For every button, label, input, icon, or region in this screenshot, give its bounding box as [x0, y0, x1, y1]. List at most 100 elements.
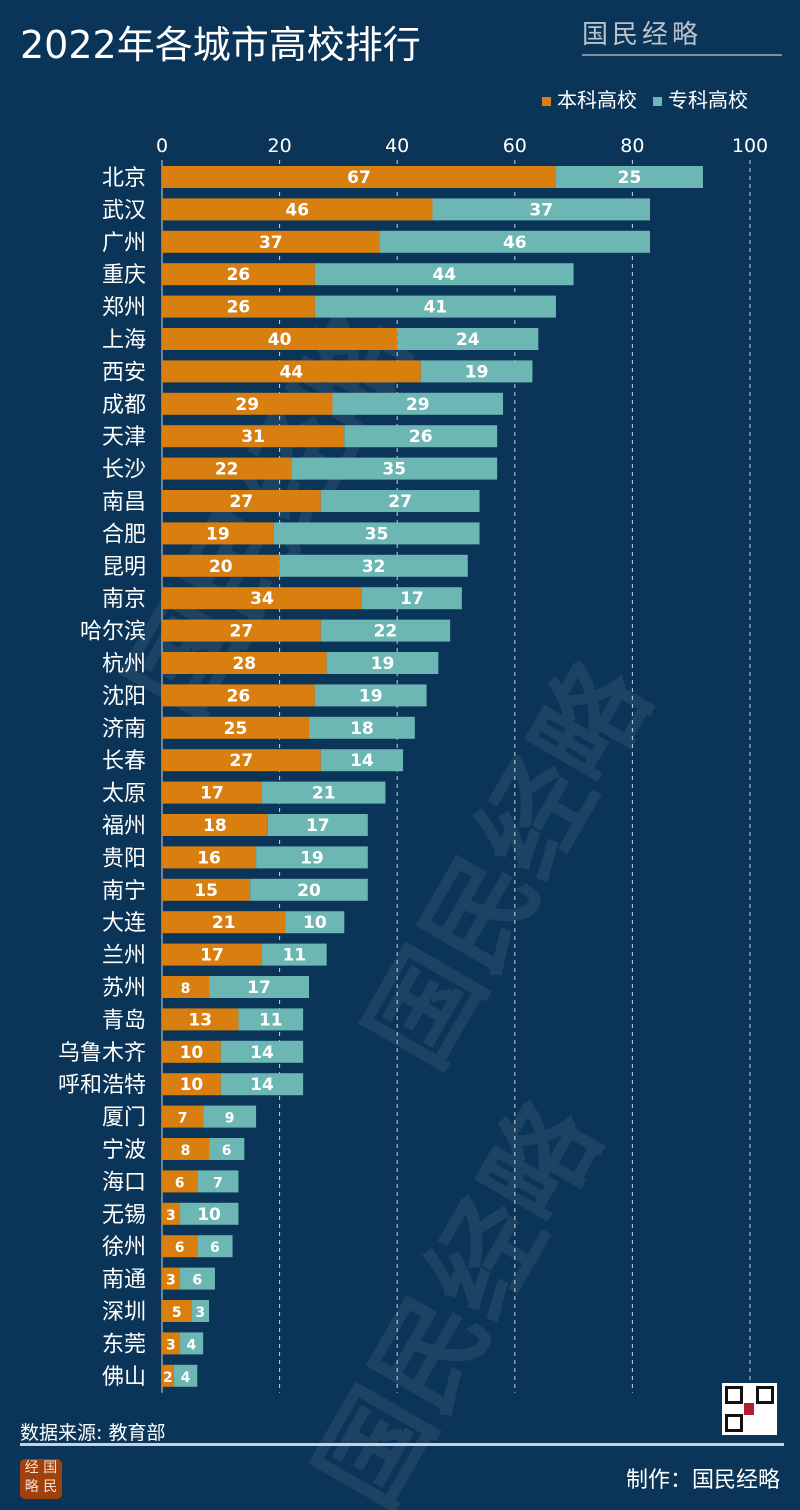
bar-vocational: [261, 781, 386, 804]
data-label: 17: [200, 946, 224, 966]
bar-vocational: [273, 522, 480, 545]
credit: 制作：国民经略: [625, 1468, 780, 1493]
data-label: 37: [529, 200, 553, 220]
data-label: 7: [213, 1175, 223, 1191]
bar-undergrad: [162, 295, 315, 318]
data-label: 8: [181, 981, 191, 997]
bar-vocational: [179, 1267, 215, 1290]
data-label: 27: [230, 492, 254, 512]
y-tick-label: 南昌: [102, 490, 146, 515]
data-label: 8: [181, 1143, 191, 1159]
bar-vocational: [197, 1235, 233, 1258]
data-label: 4: [187, 1337, 197, 1353]
data-label: 16: [197, 848, 221, 868]
bar-vocational: [314, 684, 427, 707]
y-tick-label: 长沙: [102, 458, 146, 483]
bar-undergrad: [162, 392, 333, 415]
bar-vocational: [209, 976, 309, 998]
bar-undergrad: [162, 522, 274, 545]
data-label: 35: [365, 524, 389, 544]
data-label: 35: [382, 460, 406, 480]
y-tick-label: 上海: [102, 328, 146, 353]
bar-undergrad: [162, 1267, 180, 1290]
bar-vocational: [379, 230, 651, 253]
y-tick-label: 成都: [102, 393, 146, 418]
bar-undergrad: [162, 716, 309, 739]
y-tick-label: 广州: [102, 231, 146, 256]
x-tick-label: 40: [385, 135, 409, 157]
qr-code: [722, 1383, 777, 1435]
data-label: 28: [232, 654, 256, 674]
data-label: 19: [359, 686, 383, 706]
y-tick-label: 哈尔滨: [80, 620, 146, 645]
y-tick-label: 深圳: [102, 1300, 146, 1325]
data-label: 14: [250, 1043, 274, 1063]
bar-undergrad: [162, 749, 321, 772]
bar-vocational: [320, 619, 451, 642]
data-label: 22: [215, 460, 239, 480]
bar-undergrad: [162, 457, 292, 480]
data-label: 29: [235, 395, 259, 415]
y-tick-label: 青岛: [102, 1008, 146, 1033]
data-source: 数据来源: 教育部: [20, 1422, 166, 1444]
bar-vocational: [250, 878, 368, 901]
y-tick-label: 乌鲁木齐: [58, 1041, 146, 1066]
data-label: 18: [203, 816, 227, 836]
data-label: 3: [195, 1305, 205, 1321]
bar-vocational: [238, 1008, 304, 1031]
bar-vocational: [267, 814, 368, 836]
bar-vocational: [173, 1364, 198, 1387]
y-tick-label: 沈阳: [102, 684, 146, 709]
y-tick-label: 厦门: [102, 1106, 146, 1131]
bar-undergrad: [162, 1040, 221, 1063]
y-tick-label: 杭州: [102, 652, 146, 677]
y-tick-label: 佛山: [102, 1365, 146, 1390]
bar-undergrad: [162, 1105, 204, 1128]
data-label: 19: [300, 848, 324, 868]
bar-vocational: [332, 392, 504, 415]
brand-logo: 国民经略: [582, 20, 703, 50]
data-label: 9: [225, 1111, 235, 1127]
y-tick-label: 呼和浩特: [58, 1073, 146, 1098]
data-label: 44: [432, 265, 456, 285]
bar-undergrad: [162, 554, 280, 577]
data-label: 3: [166, 1208, 176, 1224]
data-label: 25: [224, 719, 248, 739]
data-label: 10: [180, 1043, 204, 1063]
bar-vocational: [197, 1170, 239, 1193]
data-label: 26: [409, 427, 433, 447]
legend: 本科高校 专科高校: [542, 84, 748, 113]
bar-vocational: [291, 457, 498, 480]
data-label: 27: [388, 492, 412, 512]
bar-vocational: [320, 749, 404, 772]
data-label: 19: [371, 654, 395, 674]
data-label: 14: [250, 1075, 274, 1095]
data-label: 41: [424, 298, 448, 318]
bar-undergrad: [162, 619, 321, 642]
y-tick-label: 南通: [102, 1268, 146, 1293]
chart-title: 2022年各城市高校排行: [20, 23, 421, 67]
y-tick-label: 济南: [102, 717, 146, 742]
data-label: 10: [180, 1075, 204, 1095]
bar-vocational: [361, 587, 462, 610]
data-label: 21: [212, 913, 236, 933]
data-label: 37: [259, 233, 283, 253]
bar-undergrad: [162, 1008, 239, 1031]
x-tick-label: 100: [732, 135, 768, 157]
data-label: 20: [209, 557, 233, 577]
bar-vocational: [314, 295, 556, 318]
bar-undergrad: [162, 943, 262, 966]
bar-vocational: [420, 360, 533, 383]
y-tick-label: 福州: [102, 814, 146, 839]
bar-undergrad: [162, 976, 210, 998]
y-tick-label: 苏州: [102, 976, 146, 1001]
bar-vocational: [279, 554, 468, 577]
bar-undergrad: [162, 490, 321, 512]
data-label: 3: [166, 1337, 176, 1353]
bar-vocational: [397, 328, 539, 350]
bar-undergrad: [162, 1170, 198, 1193]
data-label: 21: [312, 784, 336, 804]
bar-vocational: [285, 911, 345, 934]
